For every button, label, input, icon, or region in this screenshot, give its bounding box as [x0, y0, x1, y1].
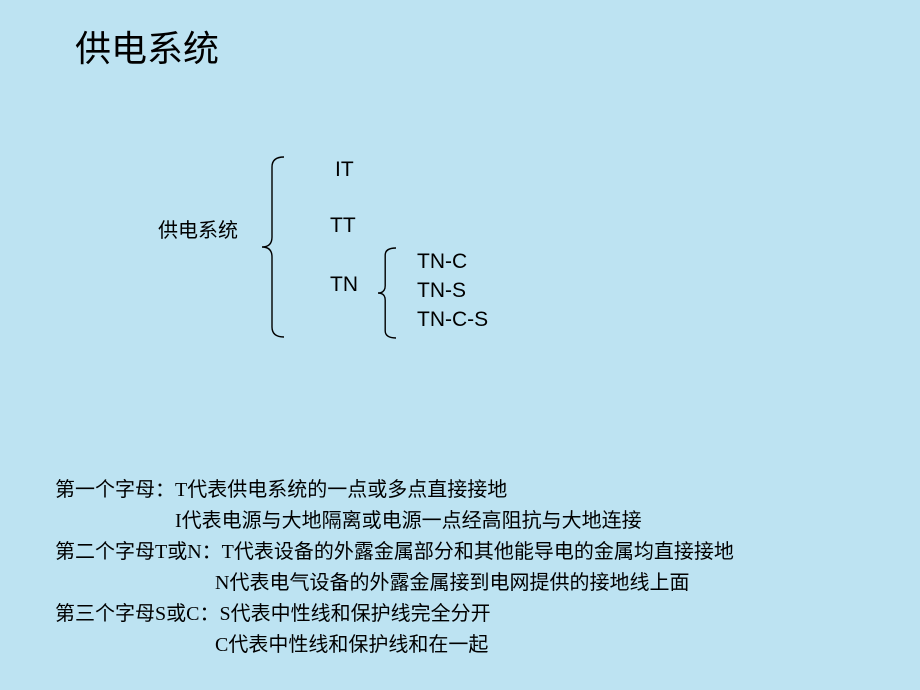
explain-line-3: 第二个字母T或N：T代表设备的外露金属部分和其他能导电的金属均直接接地	[55, 537, 734, 568]
tree-root-label: 供电系统	[158, 214, 238, 243]
slide: 供电系统 供电系统 IT TT TN TN-C TN-S TN-C-S 第一个字…	[0, 0, 920, 690]
explain-line-2: I代表电源与大地隔离或电源一点经高阻抗与大地连接	[55, 506, 734, 537]
brace-level1	[262, 157, 290, 337]
tree-gchild-tns: TN-S	[417, 279, 466, 303]
tree-gchild-tnc: TN-C	[417, 250, 467, 274]
explain-line-5: 第三个字母S或C：S代表中性线和保护线完全分开	[55, 599, 734, 630]
tree-gchild-tncs: TN-C-S	[417, 308, 488, 332]
explanation-block: 第一个字母：T代表供电系统的一点或多点直接接地 I代表电源与大地隔离或电源一点经…	[55, 475, 734, 661]
explain-line-6: C代表中性线和保护线和在一起	[55, 630, 734, 661]
tree-child-it: IT	[335, 158, 354, 182]
explain-line-1: 第一个字母：T代表供电系统的一点或多点直接接地	[55, 475, 734, 506]
slide-title: 供电系统	[75, 20, 219, 72]
tree-child-tn: TN	[330, 273, 358, 297]
tree-child-tt: TT	[330, 214, 356, 238]
brace-level2-path	[378, 248, 396, 338]
brace-level1-path	[262, 157, 284, 337]
explain-line-4: N代表电气设备的外露金属接到电网提供的接地线上面	[55, 568, 734, 599]
brace-level2	[378, 248, 402, 338]
